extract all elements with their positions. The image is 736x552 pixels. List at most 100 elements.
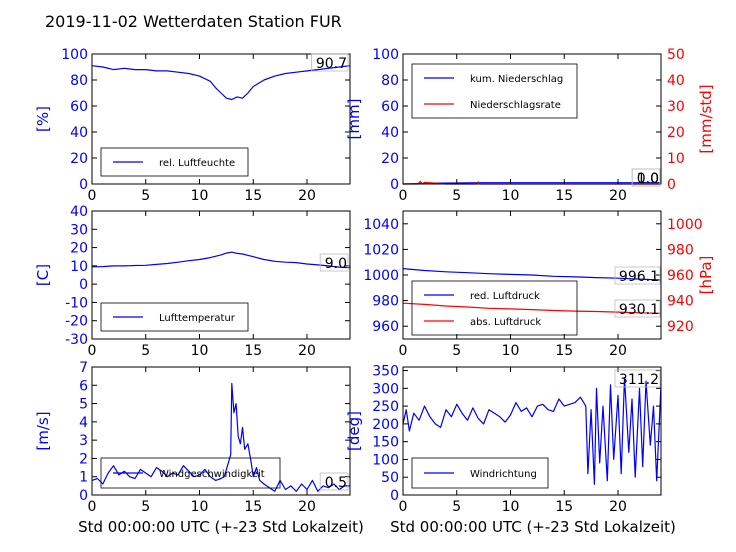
series-line-wind_speed-0 bbox=[91, 382, 350, 492]
y-tick-label: -10 bbox=[65, 295, 88, 311]
x-tick-label: 10 bbox=[191, 343, 209, 359]
y2-tick-label: 40 bbox=[667, 73, 685, 89]
y-tick-label: 100 bbox=[61, 47, 88, 63]
legend-label: Lufttemperatur bbox=[159, 313, 236, 324]
legend-label: Windgeschwindigkeit bbox=[159, 469, 265, 480]
y-axis-label: [m/s] bbox=[34, 411, 52, 450]
y-tick-label: 7 bbox=[79, 360, 88, 376]
legend-label: red. Luftdruck bbox=[470, 291, 540, 302]
y-tick-label: 0 bbox=[79, 277, 88, 293]
x-tick-label: 15 bbox=[555, 188, 573, 204]
legend-label: abs. Luftdruck bbox=[470, 317, 541, 328]
x-tick-label: 10 bbox=[191, 499, 209, 515]
panel-humidity: 0 5 10 15 20 0 20 40 60 80 100 [%] rel. Luftfeuchte 9… bbox=[34, 47, 351, 204]
last-value-label: 311.2 bbox=[619, 372, 659, 388]
y-tick-label: 40 bbox=[70, 204, 88, 220]
legend-label: kum. Niederschlag bbox=[470, 74, 563, 85]
y-tick-label: 0 bbox=[390, 488, 399, 504]
x-tick-label: 0 bbox=[88, 499, 97, 515]
x-tick-label: 20 bbox=[298, 343, 316, 359]
value-label-box bbox=[311, 53, 349, 72]
x-tick-label: 10 bbox=[502, 188, 520, 204]
y-tick-label: 350 bbox=[372, 364, 399, 380]
y-axis-label: [deg] bbox=[345, 411, 363, 451]
y-tick-label: 150 bbox=[372, 435, 399, 451]
y-tick-label: 60 bbox=[70, 99, 88, 115]
plot-frame bbox=[91, 366, 351, 496]
legend-label: Windrichtung bbox=[470, 469, 537, 480]
y-tick-label: 10 bbox=[70, 259, 88, 275]
x-tick-label: 20 bbox=[298, 188, 316, 204]
legend-label: rel. Luftfeuchte bbox=[159, 158, 235, 169]
y-tick-label: 980 bbox=[372, 294, 399, 310]
y-tick-label: 30 bbox=[70, 222, 88, 238]
x-tick-label: 15 bbox=[244, 343, 262, 359]
panel-precip: 0 5 10 15 20 0 20 40 60 80 100 [mm] 0 10 20 30 40 50 [mm/s… bbox=[345, 47, 715, 204]
plot-frame bbox=[91, 210, 351, 340]
legend-box bbox=[411, 457, 549, 489]
y-tick-label: 200 bbox=[372, 417, 399, 433]
y2-axis-label: [mm/std] bbox=[697, 84, 715, 153]
x-tick-label: 10 bbox=[502, 343, 520, 359]
value-label-box bbox=[319, 253, 349, 272]
y-tick-label: 80 bbox=[70, 73, 88, 89]
y-tick-label: 3 bbox=[79, 433, 88, 449]
plot-frame bbox=[91, 53, 351, 185]
x-tick-label: 5 bbox=[141, 188, 150, 204]
x-tick-label: 5 bbox=[452, 188, 461, 204]
x-tick-label: 10 bbox=[502, 499, 520, 515]
y-tick-label: 40 bbox=[70, 125, 88, 141]
y-axis-label: [mm] bbox=[345, 99, 363, 140]
y2-axis-label: [hPa] bbox=[697, 256, 715, 295]
x-tick-label: 5 bbox=[141, 343, 150, 359]
y-tick-label: -30 bbox=[65, 332, 88, 348]
panel-pressure: 0 5 10 15 20 960 980 1000 1020 1040 920 940 960 980 10… bbox=[363, 210, 715, 359]
legend-box bbox=[100, 457, 281, 489]
y-axis-label: [C] bbox=[34, 264, 52, 286]
x-tick-label: 15 bbox=[244, 188, 262, 204]
x-axis-label-left: Std 00:00:00 UTC (+-23 Std Lokalzeit) bbox=[78, 518, 364, 536]
y2-tick-label: 960 bbox=[667, 268, 694, 284]
x-tick-label: 0 bbox=[88, 188, 97, 204]
y-tick-label: 50 bbox=[381, 470, 399, 486]
legend-box bbox=[100, 147, 249, 177]
y2-tick-label: 980 bbox=[667, 242, 694, 258]
plot-frame bbox=[402, 53, 662, 185]
y2-tick-label: 20 bbox=[667, 125, 685, 141]
x-tick-label: 10 bbox=[191, 188, 209, 204]
panel-wind_speed: 0 5 10 15 2001234567[m/s]Windgeschwindigkeit… bbox=[34, 360, 351, 515]
y-tick-label: 40 bbox=[381, 125, 399, 141]
y-tick-label: 5 bbox=[79, 397, 88, 413]
y-tick-label: 100 bbox=[372, 452, 399, 468]
last-value-label: 996.1 bbox=[619, 269, 659, 285]
y2-tick-label: 10 bbox=[667, 151, 685, 167]
series-line-wind_dir-0 bbox=[402, 377, 662, 485]
value-label-box bbox=[631, 168, 661, 187]
x-tick-label: 0 bbox=[399, 343, 408, 359]
y-tick-label: 0 bbox=[79, 177, 88, 193]
x-tick-label: 0 bbox=[399, 188, 408, 204]
y2-tick-label: 1000 bbox=[667, 217, 703, 233]
y2-tick-label: 30 bbox=[667, 99, 685, 115]
series-line-pressure-0 bbox=[402, 268, 662, 281]
last-value-label: 930.1 bbox=[619, 302, 659, 318]
x-tick-label: 20 bbox=[298, 499, 316, 515]
x-tick-label: 15 bbox=[555, 499, 573, 515]
last-value-label: 0.0 bbox=[637, 171, 659, 187]
x-tick-label: 0 bbox=[88, 343, 97, 359]
x-tick-label: 5 bbox=[141, 499, 150, 515]
y-axis-label: [%] bbox=[34, 106, 52, 132]
y-tick-label: -20 bbox=[65, 314, 88, 330]
value-label-box bbox=[614, 299, 661, 318]
y-tick-label: 960 bbox=[372, 319, 399, 335]
legend-box bbox=[411, 63, 578, 119]
figure-title: 2019-11-02 Wetterdaten Station FUR bbox=[45, 12, 342, 31]
y-tick-label: 1040 bbox=[363, 217, 399, 233]
y2-tick-label: 940 bbox=[667, 294, 694, 310]
legend-box bbox=[100, 302, 249, 332]
y2-tick-label: 0 bbox=[667, 177, 676, 193]
x-tick-label: 5 bbox=[452, 343, 461, 359]
y2-tick-label: 920 bbox=[667, 319, 694, 335]
y-tick-label: 1000 bbox=[363, 268, 399, 284]
